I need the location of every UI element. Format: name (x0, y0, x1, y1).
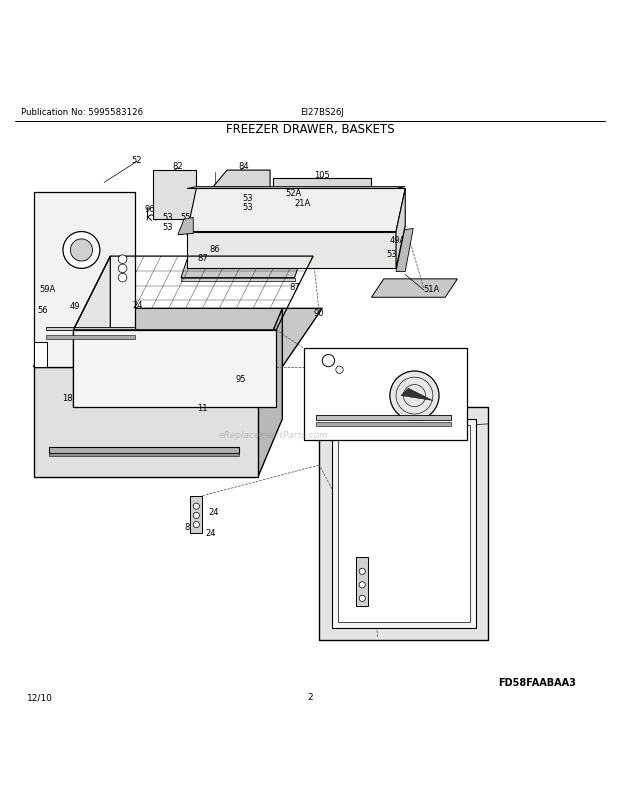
Polygon shape (190, 496, 203, 533)
Text: 51A: 51A (423, 284, 440, 294)
Text: 21A: 21A (294, 199, 311, 208)
Text: 55: 55 (376, 367, 386, 377)
Polygon shape (401, 389, 433, 401)
Circle shape (359, 569, 365, 575)
Polygon shape (73, 330, 276, 407)
Text: 89: 89 (185, 522, 195, 531)
Polygon shape (178, 218, 193, 235)
Text: 87: 87 (290, 283, 300, 292)
Polygon shape (153, 171, 197, 220)
Circle shape (70, 240, 92, 261)
Text: 24p: 24p (366, 458, 383, 467)
Text: 55: 55 (180, 213, 191, 221)
Circle shape (118, 256, 127, 264)
Polygon shape (332, 419, 476, 628)
Text: 2: 2 (307, 692, 313, 701)
Polygon shape (49, 454, 239, 456)
Polygon shape (316, 415, 451, 420)
Text: 53: 53 (162, 213, 173, 221)
Circle shape (390, 371, 439, 420)
Polygon shape (46, 327, 135, 330)
Text: 56: 56 (37, 306, 48, 314)
Text: 89: 89 (373, 597, 384, 607)
Text: 24p: 24p (367, 458, 382, 467)
Polygon shape (396, 229, 413, 272)
Text: 96: 96 (145, 205, 156, 214)
Circle shape (193, 522, 200, 528)
Polygon shape (319, 407, 488, 640)
Text: Publication No: 5995583126: Publication No: 5995583126 (21, 108, 143, 117)
Circle shape (193, 512, 200, 519)
Text: 49: 49 (70, 302, 81, 310)
Text: 24: 24 (205, 529, 216, 537)
Text: 52A: 52A (285, 189, 302, 198)
Text: 53: 53 (162, 223, 173, 232)
Text: 12/10: 12/10 (27, 692, 53, 701)
Polygon shape (73, 257, 110, 407)
Text: 51: 51 (456, 361, 467, 370)
Polygon shape (46, 336, 135, 339)
Text: 87: 87 (197, 254, 208, 263)
Polygon shape (33, 342, 47, 367)
Polygon shape (258, 309, 282, 478)
Text: 105: 105 (314, 171, 330, 180)
Text: 1: 1 (459, 419, 464, 429)
Text: 24: 24 (340, 565, 351, 574)
Text: 53: 53 (242, 194, 253, 203)
Circle shape (359, 582, 365, 588)
Text: 84: 84 (238, 162, 249, 171)
Text: 59A: 59A (39, 284, 55, 294)
Polygon shape (33, 309, 322, 367)
Polygon shape (316, 423, 451, 427)
Circle shape (118, 265, 127, 273)
Circle shape (322, 355, 335, 367)
Text: 49A: 49A (390, 236, 406, 245)
Polygon shape (181, 260, 301, 278)
Text: 54: 54 (365, 367, 375, 377)
Text: 21C: 21C (401, 587, 417, 596)
Circle shape (118, 274, 127, 282)
Polygon shape (33, 367, 258, 478)
Polygon shape (338, 426, 470, 622)
Text: 96: 96 (355, 383, 366, 391)
Polygon shape (49, 448, 239, 454)
Circle shape (336, 367, 343, 374)
Polygon shape (211, 171, 270, 189)
Text: 82: 82 (172, 162, 183, 171)
Text: 52: 52 (131, 156, 142, 164)
Text: 24: 24 (340, 588, 351, 597)
Circle shape (63, 233, 100, 269)
Text: 24: 24 (179, 228, 189, 237)
Text: 53: 53 (339, 372, 349, 381)
Polygon shape (371, 279, 458, 298)
Polygon shape (273, 179, 371, 189)
Polygon shape (181, 278, 294, 282)
Text: 86: 86 (210, 245, 220, 253)
Text: 11: 11 (197, 404, 208, 413)
Text: EI27BS26J: EI27BS26J (300, 108, 344, 117)
Polygon shape (396, 189, 405, 269)
Text: 95: 95 (236, 375, 246, 384)
Text: 90: 90 (314, 309, 324, 318)
Circle shape (193, 504, 200, 509)
Text: 56: 56 (345, 410, 355, 419)
Text: FREEZER DRAWER, BASKETS: FREEZER DRAWER, BASKETS (226, 123, 394, 136)
Text: 18: 18 (62, 394, 73, 403)
Polygon shape (33, 192, 135, 367)
Text: 97: 97 (410, 383, 421, 392)
Polygon shape (187, 189, 405, 233)
Circle shape (359, 596, 365, 602)
Polygon shape (187, 188, 405, 189)
Text: 54: 54 (180, 223, 191, 232)
Polygon shape (304, 349, 467, 441)
Text: 53: 53 (351, 358, 361, 367)
Text: FD58FAABAA3: FD58FAABAA3 (498, 677, 576, 687)
Text: 24: 24 (133, 300, 143, 309)
Text: 53: 53 (242, 203, 253, 213)
Polygon shape (356, 557, 368, 606)
Text: 24: 24 (208, 507, 219, 516)
Text: eReplacementParts.com: eReplacementParts.com (218, 430, 328, 439)
Text: 53: 53 (387, 249, 397, 258)
Polygon shape (187, 233, 396, 269)
